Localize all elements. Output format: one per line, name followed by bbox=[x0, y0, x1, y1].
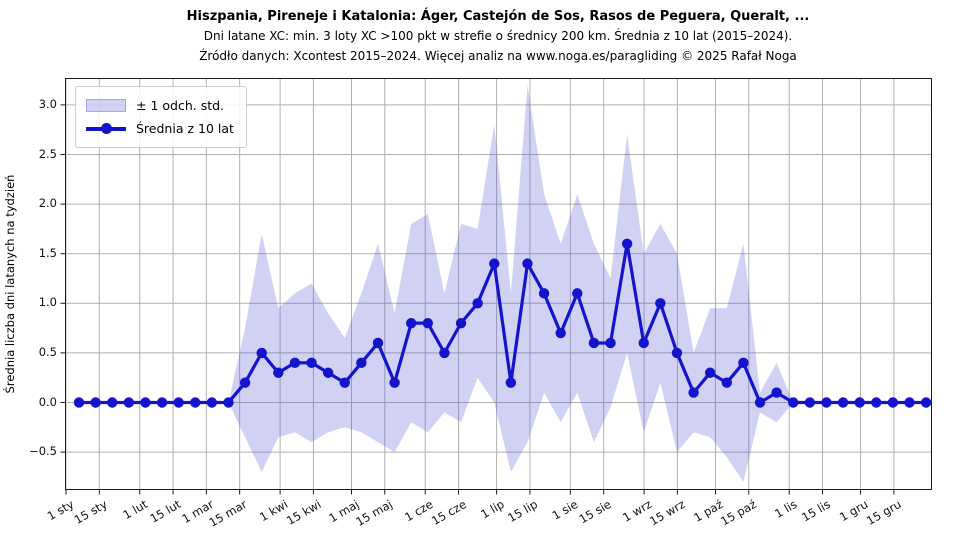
legend-item-std-band: ± 1 odch. std. bbox=[86, 94, 234, 117]
data-point bbox=[688, 387, 699, 398]
data-point bbox=[256, 347, 267, 359]
data-point bbox=[738, 357, 749, 369]
legend-item-mean-line: Średnia z 10 lat bbox=[86, 117, 234, 140]
chart-titles: Hiszpania, Pireneje i Katalonia: Áger, C… bbox=[38, 0, 958, 66]
data-point bbox=[605, 337, 616, 349]
data-point bbox=[455, 317, 467, 329]
y-tick-label: 0.0 bbox=[38, 394, 57, 409]
data-point bbox=[123, 397, 135, 408]
data-point bbox=[754, 397, 766, 408]
data-point bbox=[854, 397, 865, 408]
data-point bbox=[223, 397, 234, 408]
data-point bbox=[655, 298, 666, 309]
data-point bbox=[306, 357, 317, 369]
data-point bbox=[588, 337, 600, 349]
mean-line-label: Średnia z 10 lat bbox=[136, 121, 234, 136]
data-point bbox=[190, 397, 201, 408]
data-point bbox=[239, 377, 251, 388]
chart-source-line: Źródło danych: Xcontest 2015–2024. Więce… bbox=[199, 49, 797, 63]
y-tick-label: 3.0 bbox=[38, 96, 57, 111]
chart-subtitle: Dni latane XC: min. 3 loty XC >100 pkt w… bbox=[203, 29, 793, 43]
data-point bbox=[721, 377, 732, 388]
data-point bbox=[90, 397, 101, 408]
data-point bbox=[322, 367, 334, 378]
data-point bbox=[107, 397, 118, 408]
data-point bbox=[156, 397, 168, 408]
data-point bbox=[621, 238, 633, 249]
data-point bbox=[273, 367, 284, 378]
plot-border bbox=[65, 78, 932, 490]
mean-line bbox=[77, 242, 928, 405]
data-point bbox=[73, 397, 85, 408]
data-point bbox=[173, 397, 184, 408]
data-point bbox=[489, 258, 500, 269]
data-point bbox=[339, 377, 350, 388]
data-point bbox=[140, 397, 151, 408]
data-point bbox=[887, 397, 899, 408]
data-point bbox=[788, 397, 799, 408]
mean-line-swatch bbox=[86, 122, 126, 135]
data-point bbox=[505, 377, 517, 388]
data-point bbox=[389, 377, 400, 388]
data-point bbox=[522, 258, 533, 269]
data-point bbox=[804, 397, 816, 408]
data-point bbox=[555, 327, 566, 339]
y-tick-label: 1.5 bbox=[38, 245, 57, 260]
std-band-swatch bbox=[86, 99, 126, 112]
data-point bbox=[406, 317, 417, 329]
y-tick-label: 0.5 bbox=[38, 344, 57, 359]
data-point bbox=[920, 397, 932, 408]
data-point bbox=[422, 317, 434, 329]
data-point bbox=[704, 367, 716, 378]
data-point bbox=[206, 397, 218, 408]
data-point bbox=[638, 337, 649, 349]
data-point bbox=[871, 397, 882, 408]
data-point bbox=[572, 288, 583, 299]
data-point bbox=[356, 357, 367, 369]
data-point bbox=[538, 288, 550, 299]
data-point bbox=[837, 397, 849, 408]
y-tick-label: 1.0 bbox=[38, 295, 57, 310]
y-tick-label: 2.5 bbox=[38, 146, 57, 161]
data-point bbox=[372, 337, 384, 349]
data-point bbox=[439, 347, 450, 359]
data-point bbox=[821, 397, 832, 408]
std-band-label: ± 1 odch. std. bbox=[136, 98, 225, 113]
data-point bbox=[289, 357, 301, 369]
legend: ± 1 odch. std. Średnia z 10 lat bbox=[75, 86, 247, 148]
data-point bbox=[671, 347, 683, 359]
chart-title: Hiszpania, Pireneje i Katalonia: Áger, C… bbox=[186, 9, 810, 24]
data-point bbox=[904, 397, 915, 408]
data-point bbox=[771, 387, 782, 398]
data-point bbox=[472, 298, 483, 309]
y-tick-label: 2.0 bbox=[38, 196, 57, 211]
y-tick-label: −0.5 bbox=[29, 444, 57, 459]
std-band bbox=[79, 85, 927, 482]
